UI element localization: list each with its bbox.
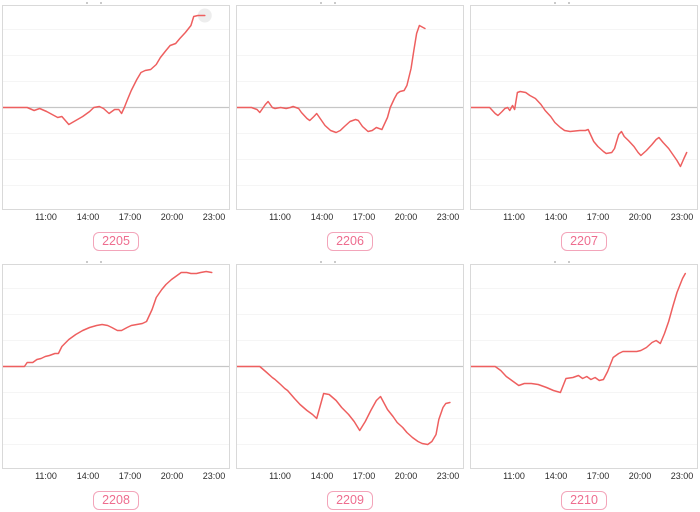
x-tick-label: 20:00	[394, 471, 418, 481]
sparkline-chart-panel[interactable]	[470, 264, 698, 469]
series-line	[3, 14, 206, 126]
clipped-title-fragment	[2, 0, 230, 5]
x-tick-label: 11:00	[503, 212, 525, 222]
series-id-badge[interactable]: 2209	[327, 490, 373, 510]
x-tick-label: 20:00	[394, 212, 418, 222]
series-id-badge[interactable]: 2208	[93, 490, 139, 510]
badge-row: 2210	[470, 488, 698, 512]
x-tick-label: 11:00	[503, 471, 525, 481]
sparkline-chart-panel[interactable]	[2, 5, 230, 210]
x-tick-label: 17:00	[352, 471, 376, 481]
x-axis-tick-row: 11:00 14:00 17:00 20:00 23:00	[236, 212, 464, 227]
sparkline-chart-panel[interactable]	[470, 5, 698, 210]
x-axis-tick-row: 11:00 14:00 17:00 20:00 23:00	[470, 471, 698, 486]
x-tick-label: 14:00	[544, 471, 568, 481]
chart-cell: 11:00 14:00 17:00 20:00 23:00 2205	[2, 0, 230, 253]
line-chart-svg	[471, 29, 697, 186]
badge-row: 2209	[236, 488, 464, 512]
line-chart-svg	[3, 8, 229, 186]
x-tick-label: 11:00	[269, 212, 291, 222]
x-axis-tick-row: 11:00 14:00 17:00 20:00 23:00	[470, 212, 698, 227]
x-tick-label: 14:00	[76, 212, 100, 222]
x-tick-label: 20:00	[628, 212, 652, 222]
series-line	[237, 365, 451, 446]
sparkline-chart-panel[interactable]	[236, 5, 464, 210]
x-axis-tick-row: 11:00 14:00 17:00 20:00 23:00	[2, 471, 230, 486]
x-tick-label: 14:00	[544, 212, 568, 222]
x-axis-tick-row: 11:00 14:00 17:00 20:00 23:00	[2, 212, 230, 227]
badge-row: 2208	[2, 488, 230, 512]
series-id-badge[interactable]: 2210	[561, 490, 607, 510]
x-tick-label: 17:00	[352, 212, 376, 222]
x-axis-tick-row: 11:00 14:00 17:00 20:00 23:00	[236, 471, 464, 486]
series-line	[471, 272, 687, 394]
series-line	[3, 270, 213, 368]
x-tick-label: 23:00	[670, 212, 694, 222]
x-tick-label: 17:00	[118, 471, 142, 481]
clipped-title-fragment	[236, 259, 464, 264]
x-tick-label: 11:00	[269, 471, 291, 481]
clipped-title-fragment	[470, 259, 698, 264]
line-chart-svg	[237, 288, 463, 446]
x-tick-label: 20:00	[628, 471, 652, 481]
series-id-badge[interactable]: 2206	[327, 231, 373, 251]
x-tick-label: 23:00	[670, 471, 694, 481]
chart-cell: 11:00 14:00 17:00 20:00 23:00 2206	[236, 0, 464, 253]
chart-cell: 11:00 14:00 17:00 20:00 23:00 2208	[2, 259, 230, 512]
clipped-title-fragment	[470, 0, 698, 5]
sparkline-chart-panel[interactable]	[236, 264, 464, 469]
line-chart-svg	[237, 24, 463, 186]
clipped-title-fragment	[236, 0, 464, 5]
line-chart-svg	[471, 272, 697, 445]
x-tick-label: 17:00	[586, 212, 610, 222]
x-tick-label: 17:00	[586, 471, 610, 481]
clipped-title-fragment	[2, 259, 230, 264]
x-tick-label: 14:00	[310, 471, 334, 481]
series-line	[237, 24, 426, 134]
x-tick-label: 23:00	[202, 471, 226, 481]
x-tick-label: 20:00	[160, 212, 184, 222]
x-tick-label: 23:00	[436, 212, 460, 222]
x-tick-label: 17:00	[118, 212, 142, 222]
x-tick-label: 11:00	[35, 212, 57, 222]
x-tick-label: 23:00	[202, 212, 226, 222]
badge-row: 2206	[236, 229, 464, 253]
x-tick-label: 14:00	[310, 212, 334, 222]
x-tick-label: 11:00	[35, 471, 57, 481]
chart-cell: 11:00 14:00 17:00 20:00 23:00 2207	[470, 0, 698, 253]
series-id-badge[interactable]: 2207	[561, 231, 607, 251]
series-id-badge[interactable]: 2205	[93, 231, 139, 251]
badge-row: 2207	[470, 229, 698, 253]
series-line	[471, 90, 688, 168]
sparkline-chart-panel[interactable]	[2, 264, 230, 469]
chart-cell: 11:00 14:00 17:00 20:00 23:00 2209	[236, 259, 464, 512]
x-tick-label: 14:00	[76, 471, 100, 481]
x-tick-label: 23:00	[436, 471, 460, 481]
badge-row: 2205	[2, 229, 230, 253]
x-tick-label: 20:00	[160, 471, 184, 481]
line-chart-svg	[3, 270, 229, 445]
chart-cell: 11:00 14:00 17:00 20:00 23:00 2210	[470, 259, 698, 512]
